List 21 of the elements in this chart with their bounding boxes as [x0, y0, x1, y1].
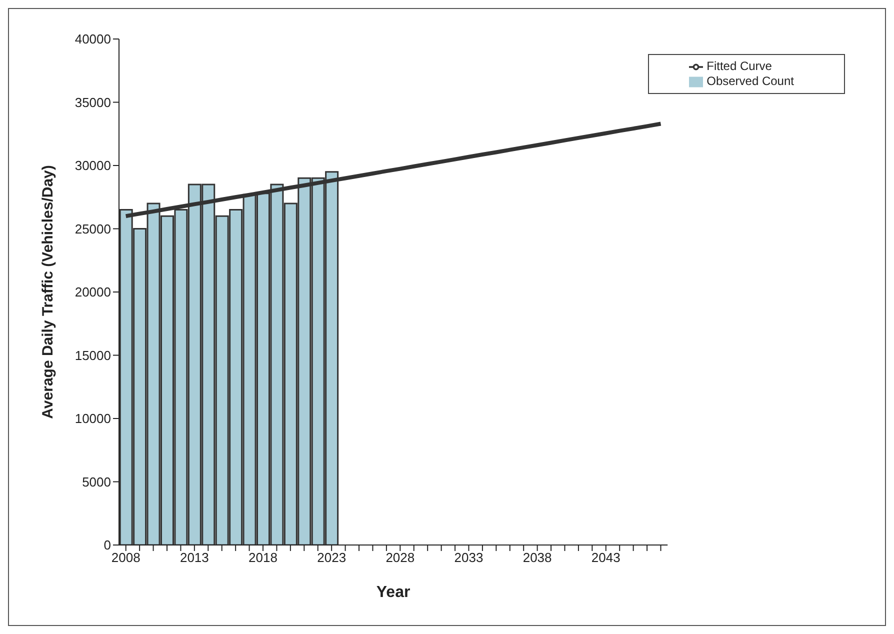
x-tick-label: 2033 — [454, 550, 484, 566]
y-tick-label: 5000 — [82, 474, 111, 490]
legend-label: Observed Count — [706, 74, 794, 88]
x-tick-label: 2013 — [180, 550, 209, 566]
y-tick-label: 20000 — [74, 284, 111, 300]
y-tick-label: 30000 — [74, 158, 111, 174]
x-axis-title: Year — [376, 584, 410, 601]
y-tick-label: 25000 — [74, 221, 111, 236]
y-tick-label: 0 — [104, 538, 111, 553]
x-tick-label: 2008 — [111, 550, 140, 566]
y-tick-label: 35000 — [74, 94, 111, 110]
x-tick-label: 2018 — [248, 550, 278, 566]
x-tick-label: 2038 — [522, 550, 552, 566]
y-tick-label: 15000 — [74, 348, 111, 363]
x-tick-label: 2043 — [591, 550, 620, 566]
x-tick-label: 2028 — [386, 550, 415, 566]
x-tick-label: 2023 — [317, 550, 346, 566]
y-tick-label: 10000 — [74, 411, 111, 426]
legend-label: Fitted Curve — [706, 59, 772, 73]
y-axis-title: Average Daily Traffic (Vehicles/Day) — [39, 165, 56, 419]
y-tick-label: 40000 — [74, 32, 111, 47]
